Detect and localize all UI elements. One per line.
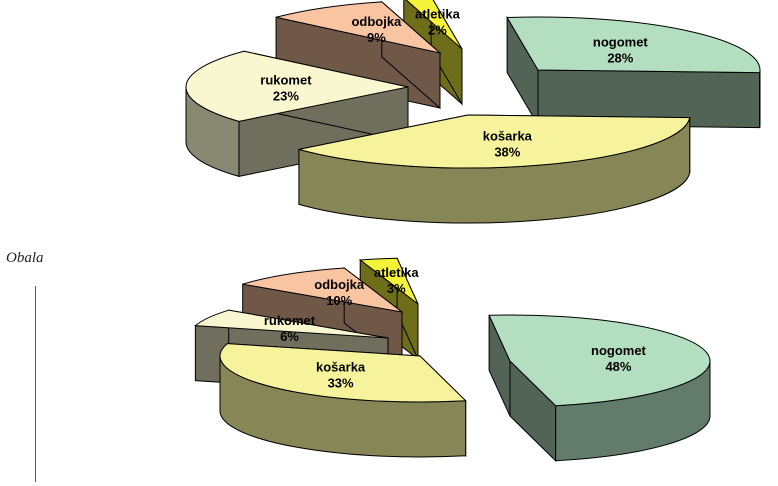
chart-caption: Obala [6,250,44,266]
slice-value-label: 10% [326,293,352,308]
slice-value-label: 2% [428,22,447,37]
slice-value-label: 38% [494,145,520,160]
slice-label: košarka [316,360,366,375]
slice-top [405,0,463,50]
slice-label: košarka [483,129,533,144]
slice-value-label: 33% [328,376,354,391]
slice-value-label: 3% [387,281,406,296]
slice-label: nogomet [591,343,647,358]
slice-value-label: 23% [273,88,299,103]
pie-chart-2: atletika3%odbojka10%rukomet6%nogomet48%k… [194,257,711,462]
slice-label: odbojka [314,277,365,292]
slice-label: rukomet [260,72,312,87]
slice-top [506,16,761,74]
slice-value-label: 28% [607,50,633,65]
slice-label: nogomet [593,34,649,49]
slice-top [275,1,442,54]
slice-value-label: 48% [605,359,631,374]
slice-top [488,314,711,407]
slice-label: rukomet [264,313,316,328]
slice-label: odbojka [351,14,402,29]
slice-top [219,343,467,403]
slice-top [358,257,419,305]
slice-top [194,309,389,339]
slice-value-label: 6% [280,329,299,344]
slice-top [298,114,691,169]
slice-top [185,50,409,122]
slice-label: atletika [415,6,461,21]
slice-top [242,267,403,313]
slice-value-label: 9% [367,30,386,45]
slice-label: atletika [374,265,420,280]
divider-line [35,286,36,482]
